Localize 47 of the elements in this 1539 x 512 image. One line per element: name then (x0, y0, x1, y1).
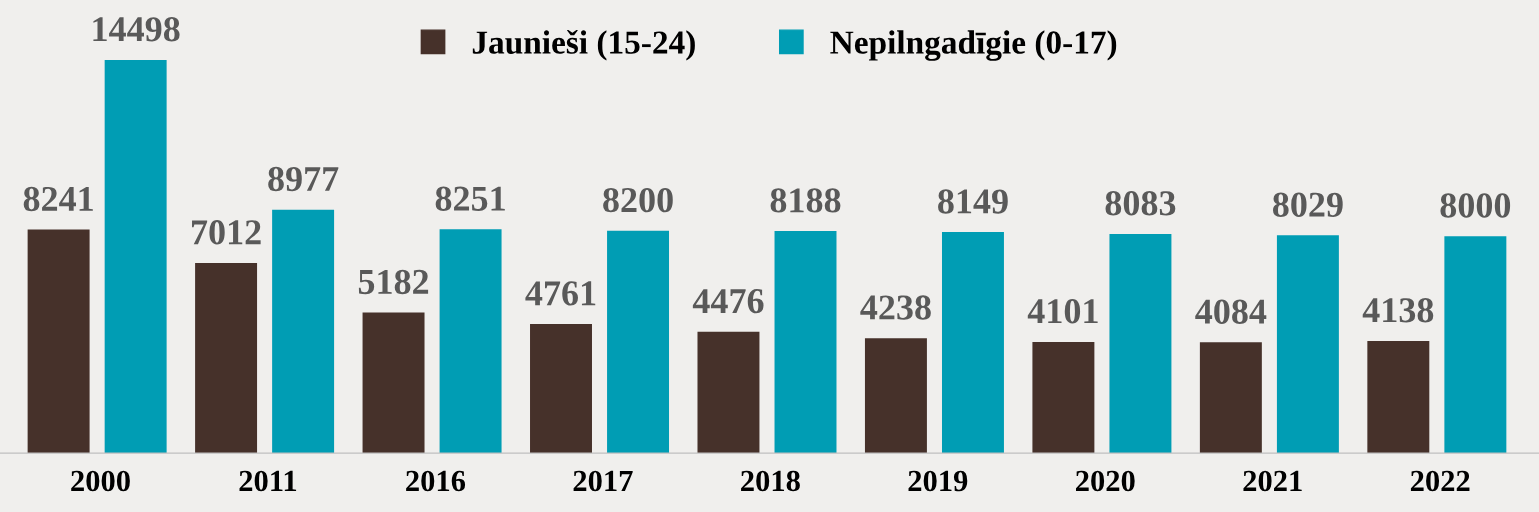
bar (1109, 233, 1172, 454)
x-tick-label: 2011 (239, 470, 297, 492)
bar (607, 230, 670, 454)
x-tick-label: 2020 (1076, 470, 1135, 492)
bar (697, 331, 760, 454)
data-label: 4101 (1027, 299, 1098, 324)
data-label: 8251 (435, 186, 505, 211)
data-label: 4476 (692, 289, 764, 314)
bar (362, 312, 425, 454)
data-label: 4084 (1195, 299, 1267, 324)
bar (530, 323, 592, 454)
x-tick-label: 2021 (1243, 470, 1302, 492)
legend-label: Jaunieši (15-24) (472, 30, 695, 61)
bar (864, 338, 927, 454)
data-label: 8083 (1105, 191, 1176, 216)
x-tick-label: 2018 (741, 470, 800, 492)
bar (1199, 342, 1262, 454)
data-label: 5182 (358, 269, 429, 295)
x-tick-label: 2019 (908, 470, 968, 492)
data-label: 8000 (1440, 193, 1511, 218)
bar (104, 59, 167, 454)
bar (195, 262, 258, 454)
bar (1276, 235, 1339, 454)
bar (272, 209, 335, 454)
data-label: 7012 (192, 220, 261, 245)
bar (1032, 341, 1095, 454)
x-tick-label: 2017 (573, 470, 633, 492)
data-label: 8029 (1272, 192, 1343, 217)
data-label: 14498 (93, 17, 180, 42)
data-label: 8977 (268, 166, 339, 192)
data-label: 8188 (770, 188, 841, 213)
x-tick-label: 2000 (71, 470, 130, 492)
data-label: 8241 (23, 186, 93, 212)
bar (774, 231, 837, 454)
bar (439, 229, 502, 454)
bar (941, 232, 1004, 454)
data-label: 8200 (603, 187, 673, 213)
data-label: 4138 (1362, 298, 1434, 323)
legend-label: Nepilngadīgie (0-17) (830, 30, 1117, 61)
data-label: 8149 (938, 189, 1008, 214)
data-label: 4238 (860, 295, 931, 320)
bar (27, 229, 90, 454)
data-label: 4761 (525, 281, 596, 306)
bar (1444, 236, 1507, 454)
x-tick-label: 2022 (1410, 470, 1470, 492)
x-tick-label: 2016 (406, 470, 466, 492)
bar (1367, 340, 1430, 454)
